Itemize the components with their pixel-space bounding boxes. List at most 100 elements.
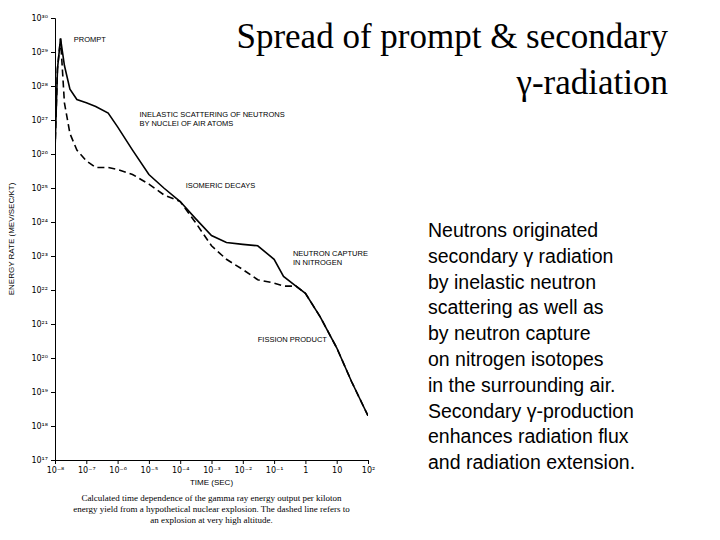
annotation: FISSION PRODUCT [258,335,328,344]
y-tick-label: 10²⁵ [31,184,48,193]
x-tick-label: 10⁻⁶ [109,466,127,475]
x-tick-mark [337,460,338,464]
annotation: PROMPT [74,35,107,44]
x-tick-mark [305,460,306,464]
caption-line: an explosion at very high altitude. [150,515,272,525]
x-tick: 10⁻⁸ [47,460,65,475]
y-tick-label: 10²⁷ [31,116,48,125]
y-tick: 10²⁰ [31,354,55,363]
y-tick-mark [51,120,55,121]
y-tick-label: 10²⁸ [31,82,48,91]
x-tick: 10² [362,460,375,475]
y-tick-label: 10²¹ [31,320,48,329]
y-tick: 10²⁸ [31,82,55,91]
annotation: NEUTRON CAPTURE [293,249,368,258]
y-tick-label: 10²⁴ [31,218,48,227]
y-tick: 10²² [31,286,55,295]
x-tick: 10⁻¹ [266,460,284,475]
y-tick: 10²⁶ [31,150,55,159]
y-tick-mark [51,52,55,53]
y-tick-mark [51,256,55,257]
caption-line: energy yield from a hypothetical nuclear… [73,504,350,514]
y-tick-label: 10¹⁹ [31,388,48,397]
x-tick: 10⁻² [234,460,252,475]
x-tick: 10⁻⁴ [172,460,190,475]
y-tick: 10³⁰ [31,14,55,23]
x-tick-label: 10⁻³ [203,466,221,475]
y-tick: 10²³ [31,252,55,261]
x-axis: 10⁻⁸ 10⁻⁷ 10⁻⁶ 10⁻⁵ 10⁻⁴ 10⁻³ 10⁻² 10⁻¹ 1 10 10² [47,460,376,475]
text-line: by inelastic neutron [428,271,596,293]
x-tick: 1 [303,460,308,475]
chart: 10⁻⁸10⁻⁷10⁻⁶10⁻⁵10⁻⁴10⁻³10⁻²10⁻¹11010²10… [7,14,375,525]
y-tick: 10²⁴ [31,218,55,227]
y-tick: 10²¹ [31,320,55,329]
annotation: INELASTIC SCATTERING OF NEUTRONS [139,110,284,119]
y-tick-mark [51,358,55,359]
y-tick-label: 10²⁰ [31,354,48,363]
annotation: BY NUCLEI OF AIR ATOMS [139,119,233,128]
x-tick-label: 10⁻⁸ [47,466,65,475]
y-tick-label: 10²⁶ [31,150,48,159]
text-line: and radiation extension. [428,451,635,473]
y-tick-mark [51,154,55,155]
y-axis-title: ENERGY RATE (MEV/SEC/KT) [7,182,16,295]
series-line [55,38,368,415]
text-line: secondary γ radiation [428,245,613,267]
text-line: Secondary γ-production [428,400,634,422]
slide-title: Spread of prompt & secondary γ-radiation [236,17,668,102]
y-tick-label: 10²⁹ [31,48,48,57]
x-tick-mark [118,460,119,464]
slide: Spread of prompt & secondary γ-radiation N… [0,0,720,540]
y-axis-line [51,19,56,461]
text-line: enhances radiation flux [428,425,629,447]
series-line [55,38,368,415]
y-tick-mark [51,426,55,427]
y-tick-mark [51,188,55,189]
text-line: scattering as well as [428,296,604,318]
x-tick-mark [180,460,181,464]
x-tick: 10⁻⁷ [78,460,96,475]
x-tick-label: 10⁻⁵ [141,466,159,475]
y-tick-mark [51,324,55,325]
x-tick-label: 1 [303,466,308,475]
annotations: PROMPT INELASTIC SCATTERING OF NEUTRONSBY… [74,35,368,344]
x-tick: 10 [332,460,342,475]
x-tick-mark [149,460,150,464]
y-axis: 10¹⁷ 10¹⁸ 10¹⁹ 10²⁰ 10²¹ 10²² 10²³ 10²⁴ 10²⁵ 10²⁶… [31,14,55,465]
y-tick-mark [51,290,55,291]
x-axis-line [56,461,369,465]
x-tick-label: 10⁻¹ [266,466,284,475]
x-tick-label: 10⁻² [234,466,252,475]
caption: Calculated time dependence of the gamma … [73,493,350,525]
y-tick: 10²⁹ [31,48,55,57]
x-tick-label: 10² [362,466,375,475]
text-line: Neutrons originated [428,219,598,241]
y-tick-label: 10³⁰ [31,14,48,23]
plot-marks [55,38,368,415]
y-tick: 10¹⁸ [31,422,55,431]
title-line: γ-radiation [515,63,668,102]
y-tick-mark [51,86,55,87]
annotation: IN NITROGEN [293,258,342,267]
y-tick-mark [51,392,55,393]
x-tick: 10⁻⁶ [109,460,127,475]
x-tick-mark [368,460,369,464]
x-axis-title: TIME (SEC) [190,478,233,487]
y-tick-mark [51,18,55,19]
y-tick-label: 10¹⁷ [31,456,48,465]
text-line: on nitrogen isotopes [428,348,604,370]
x-tick: 10⁻³ [203,460,221,475]
slide-text: Neutrons originated secondary γ radiation… [428,219,635,473]
y-tick: 10²⁵ [31,184,55,193]
y-tick-mark [51,222,55,223]
x-tick-label: 10⁻⁷ [78,466,96,475]
x-tick-mark [243,460,244,464]
title-line: Spread of prompt & secondary [236,17,668,56]
y-tick-label: 10¹⁸ [31,422,48,431]
y-tick: 10²⁷ [31,116,55,125]
x-tick: 10⁻⁵ [141,460,159,475]
y-tick-label: 10²³ [31,252,48,261]
y-tick-mark [51,460,55,461]
y-tick-label: 10²² [31,286,48,295]
